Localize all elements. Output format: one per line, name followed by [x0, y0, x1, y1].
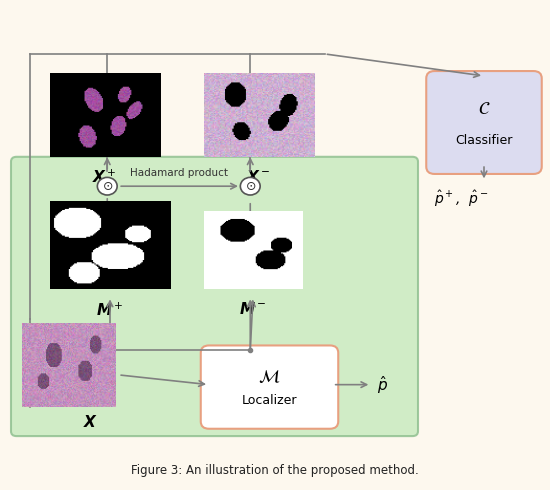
Text: $\boldsymbol{M}^-$: $\boldsymbol{M}^-$ [239, 301, 267, 318]
Text: $\boldsymbol{X}^-$: $\boldsymbol{X}^-$ [246, 169, 271, 185]
Text: $\odot$: $\odot$ [102, 180, 113, 193]
FancyBboxPatch shape [11, 157, 418, 436]
Text: $\boldsymbol{M}^+$: $\boldsymbol{M}^+$ [96, 301, 124, 319]
Text: $\mathcal{C}$: $\mathcal{C}$ [478, 100, 490, 118]
FancyBboxPatch shape [201, 345, 338, 429]
Text: $\hat{p}^+$,  $\hat{p}^-$: $\hat{p}^+$, $\hat{p}^-$ [434, 188, 489, 209]
Text: Figure 3: An illustration of the proposed method.: Figure 3: An illustration of the propose… [131, 464, 419, 477]
Text: Localizer: Localizer [242, 394, 297, 407]
Text: Classifier: Classifier [455, 134, 513, 147]
Text: $\odot$: $\odot$ [245, 180, 256, 193]
FancyBboxPatch shape [426, 71, 542, 174]
Text: Hadamard product: Hadamard product [130, 168, 228, 178]
Text: $\hat{p}$: $\hat{p}$ [377, 374, 388, 395]
Circle shape [97, 177, 117, 195]
Text: $\boldsymbol{X}^+$: $\boldsymbol{X}^+$ [92, 169, 117, 186]
Circle shape [240, 177, 260, 195]
Text: $\boldsymbol{X}$: $\boldsymbol{X}$ [83, 414, 98, 430]
Text: $\mathcal{M}$: $\mathcal{M}$ [258, 368, 280, 386]
